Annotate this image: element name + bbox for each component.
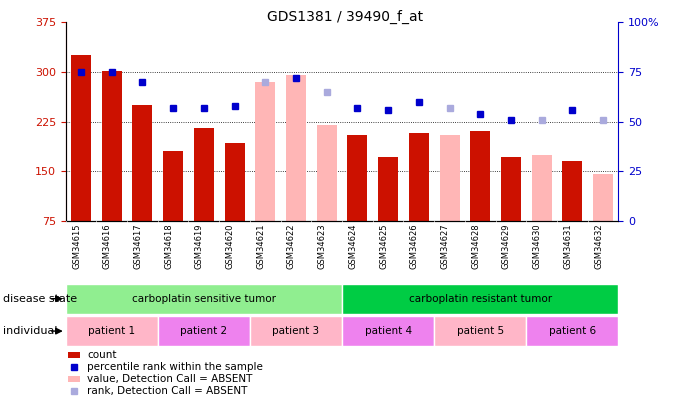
Text: carboplatin sensitive tumor: carboplatin sensitive tumor: [132, 294, 276, 304]
Bar: [250, 316, 342, 346]
Bar: [68, 352, 80, 358]
Text: GSM34627: GSM34627: [441, 224, 450, 269]
Bar: [348, 135, 368, 221]
Text: GSM34629: GSM34629: [502, 224, 511, 269]
Text: patient 2: patient 2: [180, 326, 227, 336]
Bar: [434, 316, 527, 346]
Text: GSM34624: GSM34624: [348, 224, 357, 269]
Text: carboplatin resistant tumor: carboplatin resistant tumor: [408, 294, 552, 304]
Text: GSM34626: GSM34626: [410, 224, 419, 269]
Text: rank, Detection Call = ABSENT: rank, Detection Call = ABSENT: [87, 386, 247, 396]
Text: patient 1: patient 1: [88, 326, 135, 336]
Text: patient 4: patient 4: [365, 326, 412, 336]
Text: GSM34618: GSM34618: [164, 224, 173, 269]
Text: GSM34617: GSM34617: [133, 224, 142, 269]
Text: patient 6: patient 6: [549, 326, 596, 336]
Text: GSM34620: GSM34620: [225, 224, 234, 269]
Text: patient 3: patient 3: [272, 326, 319, 336]
Bar: [225, 143, 245, 221]
Bar: [71, 55, 91, 221]
Text: value, Detection Call = ABSENT: value, Detection Call = ABSENT: [87, 374, 252, 384]
Text: GSM34615: GSM34615: [72, 224, 81, 269]
Text: GSM34631: GSM34631: [563, 224, 572, 269]
Bar: [66, 316, 158, 346]
Text: GSM34619: GSM34619: [195, 224, 204, 269]
Bar: [593, 175, 613, 221]
Text: GSM34628: GSM34628: [471, 224, 480, 269]
Bar: [409, 133, 429, 221]
Bar: [255, 82, 275, 221]
Bar: [286, 75, 306, 221]
Bar: [316, 125, 337, 221]
Text: GSM34616: GSM34616: [103, 224, 112, 269]
Bar: [194, 128, 214, 221]
Bar: [133, 105, 153, 221]
Bar: [378, 157, 398, 221]
Bar: [531, 155, 551, 221]
Bar: [158, 316, 250, 346]
Bar: [501, 157, 521, 221]
Text: individual: individual: [3, 326, 58, 336]
Bar: [527, 316, 618, 346]
Bar: [66, 284, 342, 314]
Text: GSM34625: GSM34625: [379, 224, 388, 269]
Text: GSM34623: GSM34623: [318, 224, 327, 269]
Text: disease state: disease state: [3, 294, 77, 304]
Text: GSM34622: GSM34622: [287, 224, 296, 269]
Text: GSM34630: GSM34630: [533, 224, 542, 269]
Text: percentile rank within the sample: percentile rank within the sample: [87, 362, 263, 372]
Text: GDS1381 / 39490_f_at: GDS1381 / 39490_f_at: [267, 10, 424, 24]
Bar: [68, 376, 80, 382]
Bar: [342, 284, 618, 314]
Text: GSM34632: GSM34632: [594, 224, 603, 269]
Bar: [342, 316, 434, 346]
Text: count: count: [87, 350, 116, 360]
Bar: [102, 70, 122, 221]
Bar: [163, 151, 183, 221]
Text: GSM34621: GSM34621: [256, 224, 265, 269]
Bar: [562, 161, 583, 221]
Text: patient 5: patient 5: [457, 326, 504, 336]
Bar: [471, 131, 490, 221]
Bar: [439, 135, 460, 221]
